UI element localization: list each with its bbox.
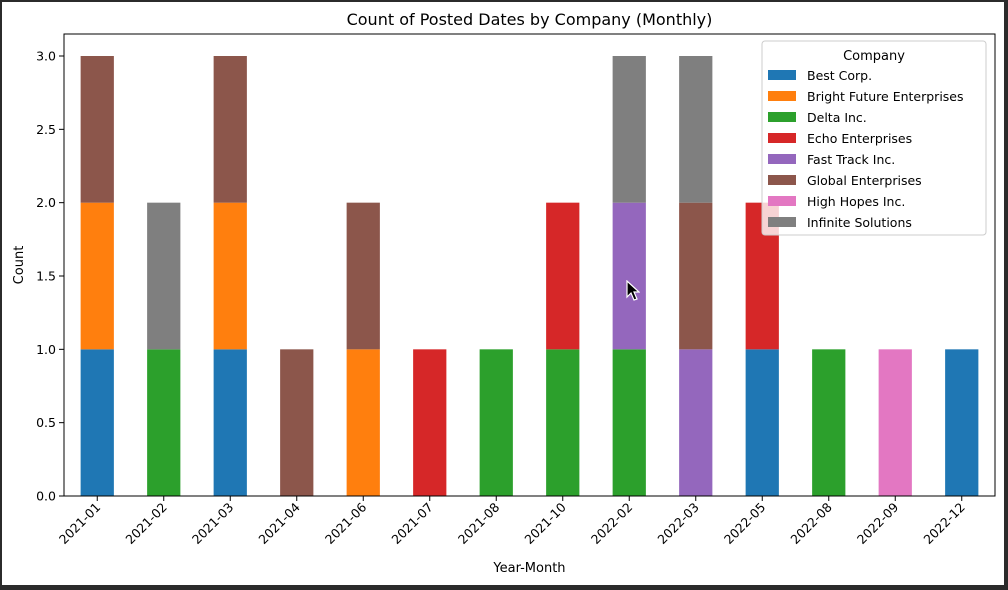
- legend-label: High Hopes Inc.: [807, 194, 905, 209]
- legend-swatch: [768, 154, 796, 164]
- legend-swatch: [768, 70, 796, 80]
- bars: [80, 56, 979, 496]
- x-tick-label: 2022-12: [920, 500, 968, 548]
- x-axis: 2021-01 2021-02 2021-03 2021-04 2021-06 2021-…: [56, 496, 968, 547]
- x-tick-label: 2021-08: [455, 499, 503, 547]
- x-tick-label: 2021-07: [388, 500, 436, 548]
- y-tick-label: 0.5: [36, 415, 56, 430]
- legend-swatch: [768, 196, 796, 206]
- legend-swatch: [768, 91, 796, 101]
- bar-segment-2021-08-2: [479, 349, 513, 496]
- bar-segment-2022-02-7: [612, 56, 646, 203]
- x-tick-label: 2021-03: [189, 500, 237, 548]
- legend-swatch: [768, 175, 796, 185]
- y-axis-label: Count: [12, 246, 27, 285]
- bar-segment-2021-04-5: [280, 349, 314, 496]
- bar-segment-2021-03-1: [213, 202, 247, 350]
- bar-segment-2022-03-4: [679, 349, 713, 496]
- bar-segment-2021-01-1: [80, 202, 114, 350]
- bar-segment-2021-10-3: [546, 202, 580, 350]
- mouse-cursor-icon: [626, 280, 640, 301]
- bar-segment-2021-10-2: [546, 349, 580, 496]
- bar-segment-2022-08-2: [812, 349, 846, 496]
- bar-segment-2022-02-4: [612, 202, 646, 350]
- bar-segment-2021-02-2: [147, 349, 181, 496]
- bar-segment-2021-07-3: [413, 349, 447, 496]
- x-tick-label: 2021-04: [255, 499, 303, 547]
- y-tick-label: 2.5: [36, 122, 56, 137]
- legend-label: Global Enterprises: [807, 173, 922, 188]
- bar-segment-2022-09-6: [878, 349, 912, 496]
- x-tick-label: 2022-09: [854, 499, 902, 547]
- bar-segment-2021-03-0: [213, 349, 247, 496]
- bar-segment-2021-06-5: [346, 202, 380, 350]
- bar-segment-2021-02-7: [147, 202, 181, 350]
- legend: Company Best Corp. Bright Future Enterpri…: [761, 40, 987, 236]
- plot-border: [63, 33, 996, 497]
- bar-segment-2022-12-0: [945, 349, 979, 496]
- y-tick-label: 1.0: [36, 342, 56, 357]
- x-tick-label: 2021-06: [322, 499, 370, 547]
- x-tick-label: 2022-03: [654, 500, 702, 548]
- legend-box: [761, 40, 987, 236]
- x-tick-label: 2022-02: [588, 500, 636, 548]
- bar-segment-2021-01-0: [80, 349, 114, 496]
- y-tick-label: 2.0: [36, 195, 56, 210]
- bar-segment-2022-02-2: [612, 349, 646, 496]
- chart-title: Count of Posted Dates by Company (Monthl…: [347, 10, 713, 29]
- legend-swatch: [768, 133, 796, 143]
- x-tick-label: 2021-10: [521, 499, 569, 547]
- bar-segment-2022-03-7: [679, 56, 713, 203]
- y-tick-label: 1.5: [36, 269, 56, 284]
- legend-label: Delta Inc.: [807, 110, 867, 125]
- bar-segment-2022-03-5: [679, 202, 713, 350]
- x-axis-label: Year-Month: [492, 561, 565, 576]
- bar-segment-2021-01-5: [80, 56, 114, 203]
- legend-label: Fast Track Inc.: [807, 152, 895, 167]
- legend-label: Echo Enterprises: [807, 131, 912, 146]
- legend-swatch: [768, 112, 796, 122]
- legend-swatch: [768, 217, 796, 227]
- y-axis: 0.0 0.5 1.0 1.5 2.0 2.5 3.0: [36, 49, 64, 504]
- bar-segment-2022-05-0: [745, 349, 779, 496]
- bar-segment-2021-03-5: [213, 56, 247, 203]
- y-tick-label: 3.0: [36, 49, 56, 64]
- legend-label: Bright Future Enterprises: [807, 89, 964, 104]
- y-tick-label: 0.0: [36, 489, 56, 504]
- bar-segment-2021-06-1: [346, 349, 380, 496]
- legend-label: Infinite Solutions: [807, 215, 912, 230]
- legend-label: Best Corp.: [807, 68, 872, 83]
- x-tick-label: 2021-01: [56, 500, 104, 548]
- x-tick-label: 2022-08: [787, 499, 835, 547]
- x-tick-label: 2021-02: [122, 500, 170, 548]
- legend-title: Company: [843, 49, 905, 64]
- x-tick-label: 2022-05: [721, 500, 769, 548]
